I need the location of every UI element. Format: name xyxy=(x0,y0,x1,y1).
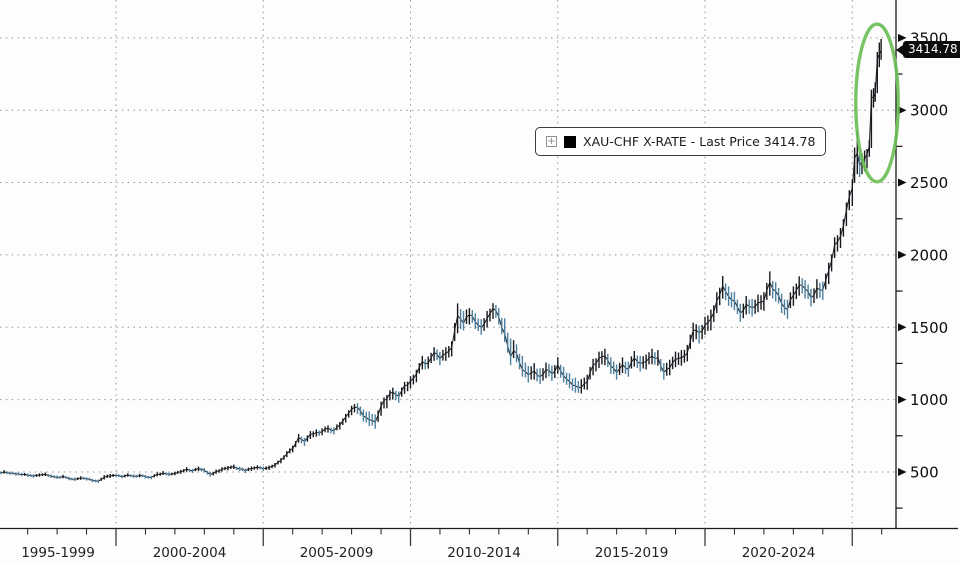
legend-expand-icon[interactable]: + xyxy=(546,136,557,147)
y-tick-arrow-icon xyxy=(898,395,907,404)
y-tick-arrow-icon xyxy=(898,467,907,476)
y-tick-label: 1000 xyxy=(910,391,948,409)
y-tick-label: 2000 xyxy=(910,246,948,264)
y-tick-arrow-icon xyxy=(898,323,907,332)
x-period-label: 2020-2024 xyxy=(742,545,816,561)
y-tick-arrow-icon xyxy=(898,178,907,187)
price-line xyxy=(0,49,882,482)
y-tick-label: 3000 xyxy=(910,102,948,120)
x-period-label: 2005-2009 xyxy=(300,545,374,561)
gridlines xyxy=(0,0,896,529)
y-tick-label: 2500 xyxy=(910,174,948,192)
y-tick-label: 500 xyxy=(910,463,939,481)
y-tick-arrow-icon xyxy=(898,250,907,259)
annotation-ellipse xyxy=(854,22,900,184)
y-tick-arrow-icon xyxy=(898,106,907,115)
last-price-bubble: 3414.78 xyxy=(903,41,960,58)
x-period-label: 2000-2004 xyxy=(153,545,227,561)
x-axis-labels: 1995-1999 2000-2004 2005-2009 2010-2014 2015… xyxy=(21,545,815,561)
x-period-label: 2015-2019 xyxy=(595,545,669,561)
legend-label: XAU-CHF X-RATE - Last Price 3414.78 xyxy=(583,134,816,149)
y-tick-label: 1500 xyxy=(910,319,948,337)
x-period-label: 2010-2014 xyxy=(447,545,521,561)
x-period-label: 1995-1999 xyxy=(21,545,95,561)
series-swatch xyxy=(564,135,576,148)
x-axis-ticks xyxy=(27,528,883,546)
axes xyxy=(0,0,958,530)
y-tick-arrow-icon xyxy=(898,33,907,42)
price-bars xyxy=(0,39,882,483)
legend[interactable]: + XAU-CHF X-RATE - Last Price 3414.78 xyxy=(535,127,827,156)
